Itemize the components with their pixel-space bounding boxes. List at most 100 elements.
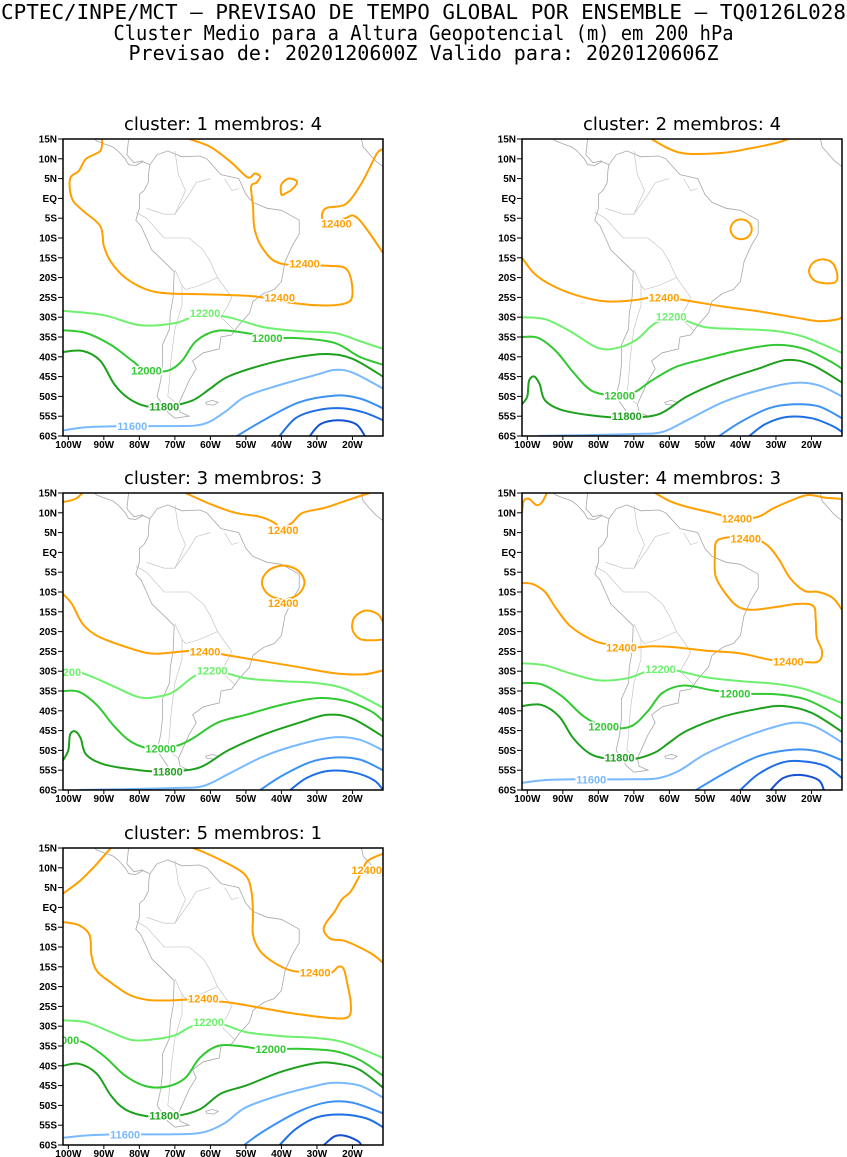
contour-12400 xyxy=(63,493,84,504)
lat-tick-label: 55S xyxy=(39,1121,57,1132)
contour-12400 xyxy=(63,848,112,895)
contour-label: 12400 xyxy=(730,534,761,546)
lat-tick-label: 50S xyxy=(39,1101,57,1112)
lat-tick-label: 10S xyxy=(498,588,516,599)
lon-tick-label: 90W xyxy=(94,794,115,805)
lon-tick-label: 70W xyxy=(624,794,645,805)
lon-tick-label: 90W xyxy=(94,1149,115,1157)
contour-label: 12000 xyxy=(252,333,283,345)
contour-12400 xyxy=(754,536,842,611)
country-border xyxy=(633,178,670,215)
contour-11400 xyxy=(695,748,842,790)
lon-tick-label: 20W xyxy=(801,794,822,805)
contour-11400 xyxy=(259,756,383,790)
contour-label: 12400 xyxy=(649,292,680,304)
panel-title: cluster: 2 membros: 4 xyxy=(583,114,781,135)
country-border xyxy=(683,532,698,545)
contour-11400 xyxy=(243,1100,383,1145)
contour-label: 12400 xyxy=(773,656,804,668)
contour-12400 xyxy=(654,493,842,520)
country-border xyxy=(633,532,670,569)
lat-tick-label: 50S xyxy=(498,746,516,757)
contour-11800 xyxy=(63,1061,383,1118)
map-frame xyxy=(62,847,384,1146)
map-content: 12400 12400 12400 12400 12200 12000 12000 11800… xyxy=(522,493,842,790)
contour-label: 11600 xyxy=(110,1129,140,1141)
lon-tick-label: 70W xyxy=(165,440,186,451)
contour-12400 xyxy=(522,493,548,513)
lon-tick-label: 30W xyxy=(307,794,328,805)
lon-tick-label: 40W xyxy=(271,794,292,805)
lat-tick-label: 10S xyxy=(39,234,57,245)
contour-label: 11800 xyxy=(153,766,183,778)
lat-tick-label: 10N xyxy=(39,863,57,874)
lat-tick-label: 10N xyxy=(498,508,516,519)
lat-tick-label: 35S xyxy=(39,333,57,344)
lat-tick-label: 30S xyxy=(498,667,516,678)
contour-label: 12400 xyxy=(722,514,753,526)
country-border xyxy=(174,178,211,215)
contour-12400 xyxy=(522,535,824,664)
coastline-caribbean xyxy=(126,493,143,518)
contour-label: 12000 xyxy=(255,1044,286,1056)
lat-tick-label: 35S xyxy=(498,333,516,344)
contour-label: 12400 xyxy=(268,598,299,610)
lon-tick-label: 30W xyxy=(307,1149,328,1157)
lat-tick-label: 45S xyxy=(39,372,57,383)
lat-tick-label: 60S xyxy=(498,786,516,797)
contour-11600 xyxy=(522,721,842,784)
lon-tick-label: 80W xyxy=(588,440,609,451)
figure-title-line-3: Previsao de: 2020120600Z Valido para: 20… xyxy=(129,41,719,65)
country-border xyxy=(167,639,183,759)
lon-tick-label: 20W xyxy=(342,1149,363,1157)
coastline-falklands xyxy=(205,399,220,406)
lat-tick-label: 35S xyxy=(39,1042,57,1053)
lat-tick-label: 55S xyxy=(498,766,516,777)
lon-tick-label: 80W xyxy=(129,440,150,451)
lon-tick-label: 60W xyxy=(200,440,221,451)
contour-label: 200 xyxy=(63,667,81,679)
lat-tick-label: 15S xyxy=(39,607,57,618)
contour-11800 xyxy=(522,358,842,419)
lat-tick-label: 15S xyxy=(39,962,57,973)
lon-tick-label: 40W xyxy=(271,440,292,451)
country-border xyxy=(174,946,236,1041)
map-panel-4: cluster: 4 membros: 31240012400124001240… xyxy=(498,468,843,805)
country-border xyxy=(594,212,634,239)
lat-tick-label: 25S xyxy=(39,1002,57,1013)
lat-tick-label: 55S xyxy=(39,766,57,777)
contour-12000 xyxy=(63,329,383,373)
lat-tick-label: 15N xyxy=(498,135,516,146)
country-border xyxy=(167,994,183,1114)
coastline-africa xyxy=(361,139,383,168)
lon-tick-label: 50W xyxy=(695,440,716,451)
country-border xyxy=(174,532,211,569)
lat-tick-label: EQ xyxy=(43,903,58,914)
lat-tick-label: 25S xyxy=(39,293,57,304)
contour-11200 xyxy=(278,1113,383,1145)
country-border xyxy=(167,285,183,405)
coastline-africa xyxy=(361,493,383,522)
lat-tick-label: 20S xyxy=(39,627,57,638)
lon-tick-label: 50W xyxy=(695,794,716,805)
lat-tick-label: 60S xyxy=(498,432,516,443)
coastline-south-america xyxy=(594,150,759,419)
coastline-falklands xyxy=(205,1108,220,1115)
lat-tick-label: 35S xyxy=(498,687,516,698)
lat-tick-label: 25S xyxy=(498,647,516,658)
lat-tick-label: 60S xyxy=(39,432,57,443)
contour-label: 12000 xyxy=(604,391,635,403)
country-border xyxy=(683,178,698,191)
contour-label: 12200 xyxy=(656,311,687,323)
lat-tick-label: 15N xyxy=(39,135,57,146)
contour-label: 12000 xyxy=(588,722,619,734)
lon-tick-label: 100W xyxy=(55,794,82,805)
contour-label: 12200 xyxy=(645,664,676,676)
lat-tick-label: 5N xyxy=(44,528,57,539)
contour-12400 xyxy=(185,493,371,530)
lat-tick-label: 15N xyxy=(39,489,57,500)
country-border xyxy=(633,623,677,644)
coastline-central-america xyxy=(93,848,151,875)
lat-tick-label: 5S xyxy=(45,923,58,934)
